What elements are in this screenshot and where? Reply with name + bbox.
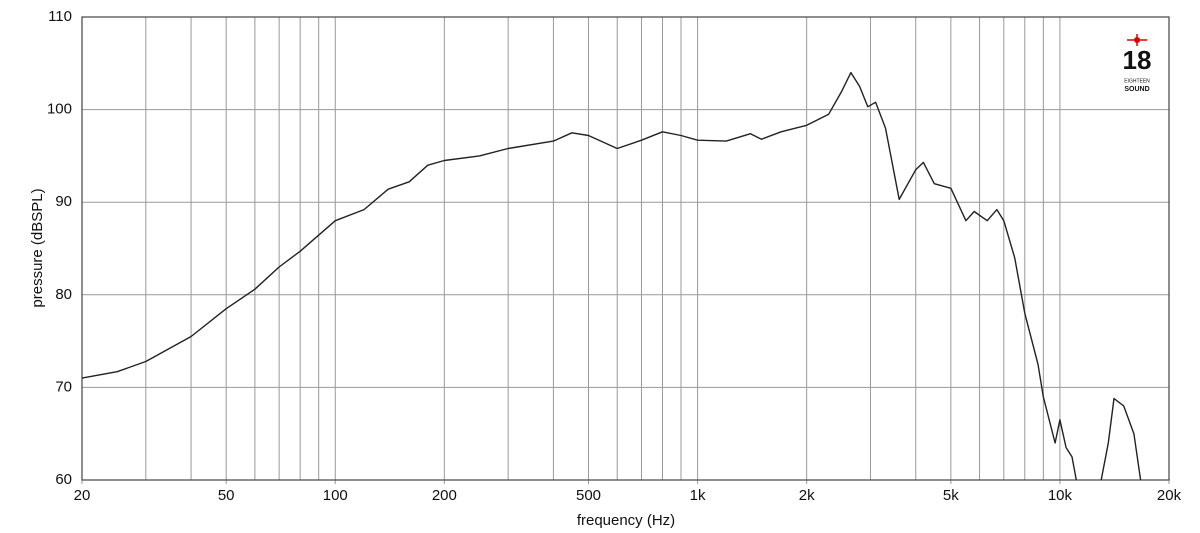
x-tick-label: 2k [799,487,815,504]
plot-frame [81,16,1170,481]
x-tick-label: 5k [943,487,959,504]
response-line [81,71,1142,481]
x-tick-label: 20 [74,487,91,504]
x-tick-label: 50 [218,487,235,504]
logo-number: 18 [1123,45,1152,75]
x-tick-label: 100 [323,487,348,504]
logo: 18 EIGHTEEN SOUND [1123,34,1152,93]
x-tick-label: 500 [576,487,601,504]
y-tick-label: 100 [47,101,72,118]
x-tick-label: 200 [432,487,457,504]
logo-text: EIGHTEEN [1124,78,1150,84]
y-tick-label: 90 [55,193,72,210]
x-tick-label: 1k [690,487,706,504]
y-tick-label: 70 [55,378,72,395]
y-axis-label: pressure (dBSPL) [29,188,46,307]
y-tick-label: 110 [48,8,72,25]
logo-star [1134,37,1140,43]
logo-text: SOUND [1124,86,1149,93]
y-tick-label: 60 [55,471,72,488]
x-axis-label: frequency (Hz) [577,512,675,529]
x-tick-label: 20k [1157,487,1182,504]
x-tick-label: 10k [1048,487,1073,504]
y-tick-label: 80 [55,286,72,303]
